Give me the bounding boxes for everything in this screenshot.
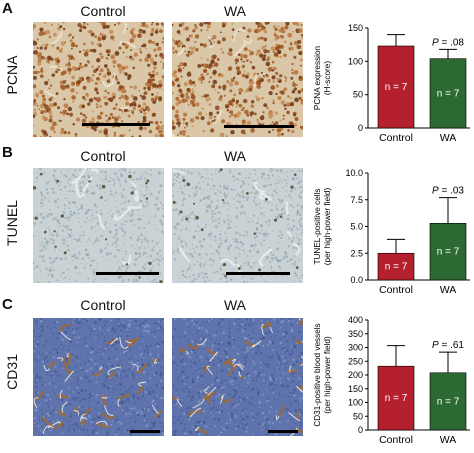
micrograph-pcna-control — [33, 22, 164, 137]
micrograph-tunel-wa — [172, 168, 303, 283]
bar-control — [377, 365, 415, 431]
x-tick-label: WA — [440, 284, 457, 296]
y-tick-label: 250 — [348, 356, 363, 366]
x-tick-label: WA — [440, 132, 457, 144]
y-axis-label: (per high-power field) — [323, 336, 332, 414]
column-label-wa: WA — [223, 3, 247, 19]
scale-bar — [96, 272, 159, 275]
y-tick-label: 150 — [348, 23, 363, 33]
bar-n-label: n = 7 — [437, 396, 460, 407]
p-value-label: P = .03 — [432, 186, 464, 197]
x-tick-label: Control — [379, 434, 413, 446]
y-tick-label: 200 — [348, 370, 363, 380]
p-value-label: P = .08 — [432, 37, 464, 48]
y-tick-label: 50 — [353, 411, 363, 421]
micrograph-cd31-wa — [172, 318, 303, 436]
bar-chart-tunel: TUNEL-positive cells (per high-power fiel… — [310, 163, 474, 298]
panel-letter-b: B — [2, 144, 13, 161]
y-tick-label: 50 — [353, 90, 363, 100]
bar-n-label: n = 7 — [385, 262, 408, 273]
bar-wa — [429, 58, 467, 129]
y-axis-label: (per high-power field) — [323, 188, 332, 266]
y-tick-label: 100 — [348, 56, 363, 66]
y-axis-label: CD31-positive blood vessels — [313, 323, 322, 426]
y-axis-label: PCNA expression — [313, 45, 322, 110]
y-tick-label: 100 — [348, 398, 363, 408]
p-value-label: P = .61 — [432, 340, 464, 351]
y-tick-label: 0 — [358, 123, 363, 133]
column-label-wa: WA — [223, 148, 247, 164]
y-tick-label: 300 — [348, 343, 363, 353]
column-label-control: Control — [80, 3, 126, 19]
panel-letter-a: A — [2, 0, 13, 17]
panel-letter-c: C — [2, 296, 13, 313]
bar-n-label: n = 7 — [437, 247, 460, 258]
y-tick-label: 0.0 — [350, 275, 363, 285]
scale-bar — [130, 430, 160, 433]
column-label-control: Control — [80, 148, 126, 164]
y-axis-label: (H-score) — [323, 61, 332, 95]
y-tick-label: 400 — [348, 315, 363, 325]
column-label-wa: WA — [223, 297, 247, 313]
bar-chart-pcna: PCNA expression (H-score) 0 50 100 150 n = 7 Co… — [310, 18, 474, 146]
column-label-control: Control — [80, 297, 126, 313]
bar-control — [377, 45, 415, 129]
scale-bar — [268, 430, 298, 433]
y-tick-label: 0 — [358, 425, 363, 435]
scale-bar — [226, 272, 290, 275]
y-tick-label: 10.0 — [345, 168, 363, 178]
row-label-cd31: CD31 — [4, 354, 20, 390]
scale-bar — [82, 123, 150, 126]
y-axis-label: TUNEL-positive cells — [313, 189, 322, 265]
bar-chart-cd31: CD31-positive blood vessels (per high-pow… — [310, 310, 474, 448]
bar-n-label: n = 7 — [385, 82, 408, 93]
x-tick-label: WA — [440, 434, 457, 446]
bar-control — [377, 252, 415, 281]
micrograph-pcna-wa — [172, 22, 303, 137]
row-label-pcna: PCNA — [4, 55, 20, 95]
y-tick-label: 5.0 — [350, 222, 363, 232]
bar-wa — [429, 222, 467, 281]
bar-n-label: n = 7 — [385, 393, 408, 404]
scale-bar — [224, 125, 294, 128]
y-tick-label: 150 — [348, 384, 363, 394]
row-label-tunel: TUNEL — [4, 200, 20, 246]
micrograph-tunel-control — [33, 168, 164, 283]
y-tick-label: 2.5 — [350, 248, 363, 258]
micrograph-cd31-control — [33, 318, 164, 436]
x-tick-label: Control — [379, 284, 413, 296]
y-tick-label: 350 — [348, 329, 363, 339]
x-tick-label: Control — [379, 132, 413, 144]
y-tick-label: 7.5 — [350, 195, 363, 205]
bar-n-label: n = 7 — [437, 88, 460, 99]
